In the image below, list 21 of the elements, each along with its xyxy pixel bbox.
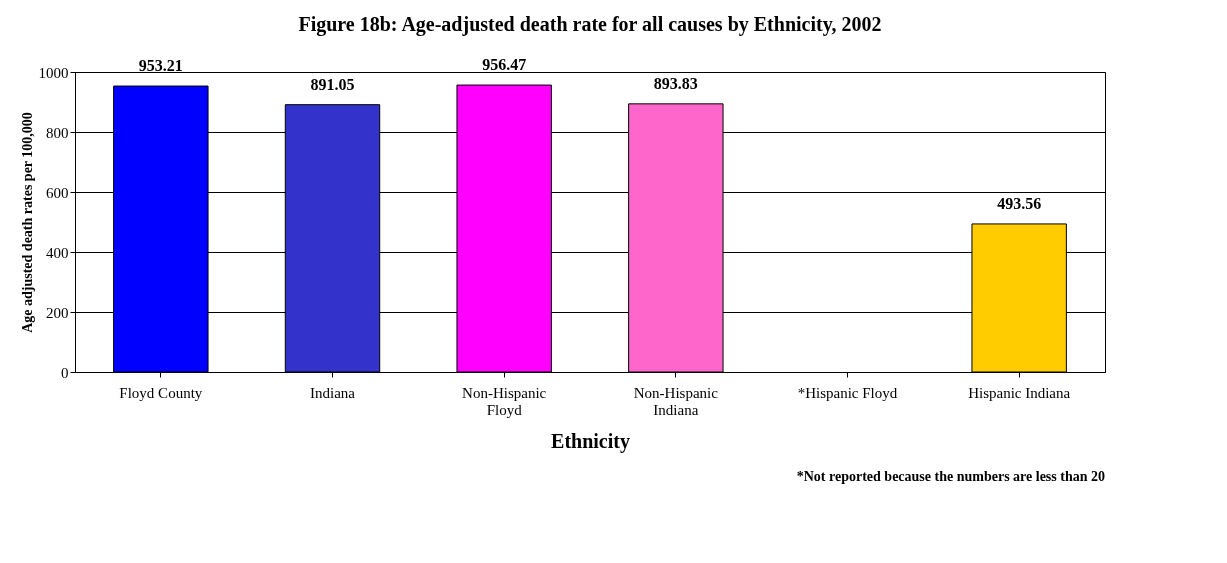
- x-tick-label: Non-Hispanic Indiana: [633, 384, 719, 418]
- x-tick-label: Non-Hispanic Floyd: [462, 384, 547, 418]
- x-tick-label: *Hispanic Floyd: [797, 384, 898, 401]
- y-axis-title: Age adjusted death rates per 100,000: [19, 112, 35, 333]
- x-tick-label: Hispanic Indiana: [968, 384, 1071, 401]
- data-label: 953.21: [138, 57, 183, 75]
- y-tick-label: 400: [46, 244, 69, 261]
- text: *Not reported because the numbers are less than 20: [796, 469, 1105, 484]
- x-tick-label: Floyd County: [119, 384, 203, 401]
- x-axis-title: Ethnicity: [551, 429, 630, 453]
- data-label: 893.83: [653, 74, 698, 92]
- data-label: 891.05: [310, 75, 355, 93]
- y-tick-label: 1000: [38, 64, 69, 81]
- chart-title: Figure 18b: Age-adjusted death rate for all causes by Ethnicity, 2002: [298, 13, 882, 37]
- y-tick-label: 0: [61, 364, 69, 381]
- y-tick-label: 800: [46, 124, 69, 141]
- y-tick-label: 600: [46, 184, 69, 201]
- data-label: 493.56: [997, 194, 1042, 212]
- data-label: 956.47: [482, 56, 527, 74]
- x-tick-label: Indiana: [310, 384, 356, 401]
- y-tick-label: 200: [46, 304, 69, 321]
